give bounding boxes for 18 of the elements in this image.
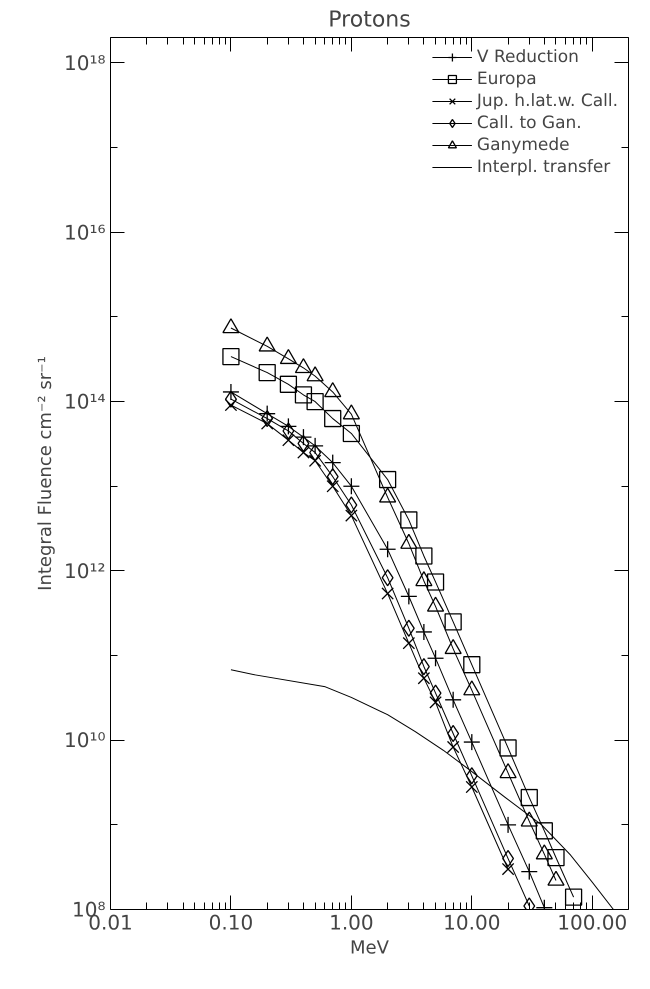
x-axis-title: MeV [350, 938, 390, 958]
legend-label: Interpl. transfer [476, 157, 610, 177]
chart-title: Protons [328, 8, 411, 32]
x-tick-label: 1.00 [329, 910, 374, 934]
x-tick-label: 10.00 [443, 910, 500, 934]
y-tick-label: 10¹⁴ [64, 390, 106, 414]
legend-label: Jup. h.lat.w. Call. [476, 91, 618, 111]
y-tick-label: 10¹⁸ [64, 50, 106, 75]
legend-label: Call. to Gan. [476, 113, 582, 133]
y-tick-label: 10¹² [64, 558, 106, 583]
x-tick-label: 0.10 [208, 910, 254, 934]
legend-label: V Reduction [476, 47, 579, 67]
y-axis-title: Integral Fluence cm⁻² sr⁻¹ [35, 356, 56, 591]
x-tick-label: 100.00 [557, 910, 628, 934]
y-tick-label: 10¹⁶ [64, 220, 106, 244]
legend-label: Ganymede [476, 135, 570, 155]
legend-label: Europa [476, 69, 537, 89]
y-tick-label: 10¹⁰ [64, 728, 106, 752]
